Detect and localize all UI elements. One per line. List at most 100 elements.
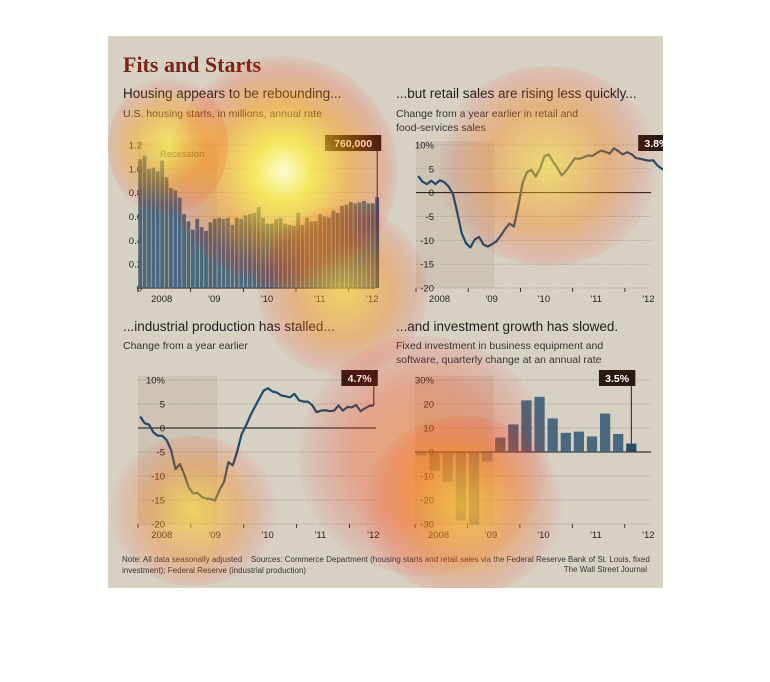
x-tick-label: '11 (590, 294, 602, 305)
y-tick-label: 0.2 (129, 260, 142, 271)
panel-3-headline: ...industrial production has stalled... (123, 319, 335, 334)
y-tick-label: -20 (420, 284, 434, 295)
x-tick-label: '09 (485, 530, 497, 541)
bar (300, 224, 305, 288)
bar (296, 212, 301, 288)
x-tick-label: '11 (590, 530, 602, 541)
y-tick-label: 5 (160, 400, 165, 411)
y-tick-label: 10% (415, 141, 435, 152)
bar (331, 210, 336, 288)
bar (173, 190, 178, 288)
x-tick-label: '12 (367, 530, 379, 541)
bar (190, 229, 195, 288)
y-tick-label: -30 (420, 520, 434, 531)
bar (534, 396, 545, 452)
bar (252, 212, 257, 288)
callout-box (598, 370, 636, 386)
x-tick-label: '09 (486, 294, 498, 305)
panel-1-subtitle-line: U.S. housing starts, in millions, annual… (123, 108, 323, 120)
bar (344, 204, 349, 288)
callout-label: 4.7% (348, 373, 373, 385)
bar (366, 203, 371, 288)
bar (221, 218, 226, 288)
y-tick-label: 1.2 (129, 141, 142, 152)
bar (239, 218, 244, 288)
bar (327, 217, 331, 288)
bar (278, 217, 283, 288)
bar (234, 217, 239, 288)
y-tick-label: 5 (429, 164, 434, 175)
y-tick-label: -5 (157, 448, 165, 459)
x-tick-label: 2008 (151, 294, 172, 305)
bar (547, 418, 558, 452)
y-tick-label: -15 (420, 260, 434, 271)
y-tick-label: 0.6 (129, 212, 142, 223)
bar (138, 159, 143, 288)
callout-label: 3.5% (605, 373, 630, 385)
panel-4-subtitle-line: software, quarterly change at an annual … (396, 354, 602, 366)
recession-band (138, 376, 218, 524)
bar (204, 230, 208, 288)
bar (287, 224, 292, 288)
bar (243, 215, 248, 288)
x-tick-label: '10 (538, 294, 550, 305)
bar (261, 217, 265, 288)
bar (429, 452, 440, 472)
bar (199, 227, 204, 288)
bar (335, 212, 340, 288)
x-tick-label: '10 (261, 530, 273, 541)
bar (573, 431, 585, 452)
bar (586, 436, 598, 452)
bar (283, 223, 287, 288)
bar (508, 424, 519, 452)
bar (265, 223, 270, 288)
panel-4-subtitle-line: Fixed investment in business equipment a… (396, 340, 604, 352)
bar (416, 452, 427, 456)
x-tick-label: '09 (208, 530, 220, 541)
panel-2-subtitle-line: Change from a year earlier in retail and (396, 108, 579, 120)
panel-4-subtitle: Fixed investment in business equipment a… (396, 339, 603, 367)
y-tick-label: 0 (137, 284, 142, 295)
bar (442, 452, 453, 482)
credit-line: The Wall Street Journal (563, 565, 647, 574)
bar (274, 218, 279, 288)
bar (182, 214, 186, 288)
y-tick-label: 0 (429, 188, 434, 199)
bar (305, 217, 309, 288)
bar (155, 171, 160, 288)
bar (481, 452, 493, 462)
x-tick-label: 2008 (151, 530, 172, 541)
y-tick-label: -5 (426, 212, 434, 223)
panel-2-subtitle: Change from a year earlier in retail and… (396, 107, 578, 135)
y-tick-label: -10 (420, 236, 434, 247)
x-tick-label: '12 (366, 294, 378, 305)
x-tick-label: 2008 (429, 294, 450, 305)
y-tick-label: -10 (420, 472, 434, 483)
infographic: 1.2 1.0 0.8 0.6 0.4 0.2 0 2008'09'10'11'12 760,0… (108, 36, 663, 588)
y-tick-label: 30% (415, 376, 435, 387)
y-tick-label: -20 (151, 520, 165, 531)
bar (169, 187, 173, 288)
x-tick-label: '11 (314, 294, 326, 305)
bar (468, 452, 480, 526)
y-tick-label: -15 (151, 496, 165, 507)
y-tick-label: 0.4 (129, 236, 142, 247)
bar (217, 217, 222, 288)
bar (340, 205, 344, 288)
bar (186, 221, 191, 288)
bar (291, 226, 296, 288)
bar (177, 197, 182, 288)
x-tick-label: '12 (642, 294, 654, 305)
bar (208, 222, 213, 288)
x-tick-label: 2008 (428, 530, 449, 541)
y-tick-label: 10% (146, 376, 166, 387)
bar (613, 434, 624, 452)
bar (357, 202, 362, 288)
bar (269, 223, 274, 288)
bar (322, 216, 327, 288)
x-tick-label: '09 (208, 294, 220, 305)
x-tick-label: '11 (315, 530, 327, 541)
x-tick-label: '10 (261, 294, 273, 305)
bar (164, 177, 169, 288)
bar (348, 202, 353, 288)
